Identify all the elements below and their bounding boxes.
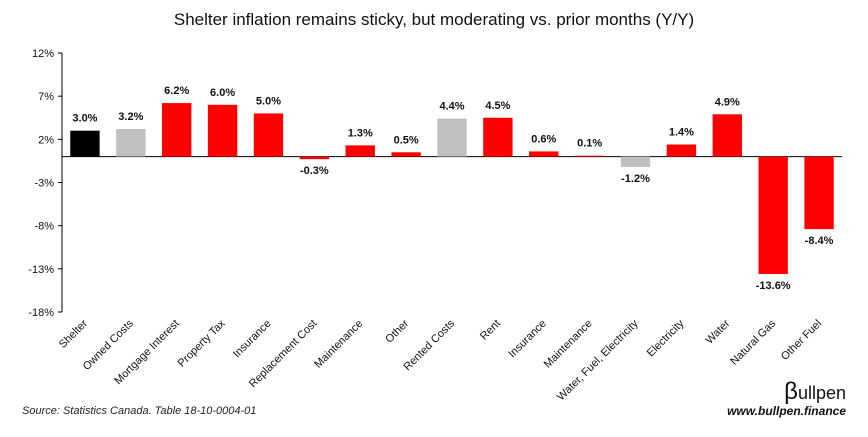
x-tick-label: Water, Fuel, Electricity [555, 317, 641, 403]
data-label: 0.5% [394, 134, 419, 146]
bar [70, 130, 100, 157]
y-axis: 12% 7% 2% -3% -8% -13% -18% [28, 48, 842, 319]
bar [758, 156, 788, 275]
bar [483, 117, 513, 157]
data-label: 0.6% [531, 133, 556, 145]
data-label: -13.6% [756, 280, 791, 292]
bar [253, 113, 284, 157]
website-link[interactable]: www.bullpen.finance [727, 404, 846, 418]
bar [712, 114, 742, 157]
x-tick-label: Property Tax [176, 317, 228, 369]
x-tick-label: Natural Gas [728, 317, 778, 367]
bar [116, 128, 146, 157]
x-tick-label: Insurance [506, 318, 549, 361]
bar [574, 155, 605, 157]
data-label: 1.3% [348, 127, 373, 139]
data-label: 3.2% [118, 111, 143, 123]
data-label: 0.1% [577, 138, 602, 150]
bar [529, 151, 559, 157]
chart-title: Shelter inflation remains sticky, but mo… [173, 10, 695, 29]
data-label: -1.2% [621, 173, 650, 185]
x-tick-label: Rent [478, 318, 503, 343]
y-tick-label: -18% [28, 307, 54, 319]
x-tick-label: Insurance [231, 318, 274, 361]
y-tick-label: 7% [38, 91, 54, 103]
data-label: 1.4% [669, 127, 694, 139]
data-label: 4.4% [439, 101, 464, 113]
logo-glyph: β [784, 378, 798, 405]
bar [666, 144, 697, 157]
y-tick-label: -8% [34, 221, 54, 233]
bar [620, 156, 651, 167]
x-tick-label: Electricity [645, 317, 687, 359]
data-labels: 3.0% 3.2% 6.2% 6.0% 5.0% -0.3% 1.3% 0.5% 4.4% 4.5… [72, 85, 833, 292]
logo-text: ullpen [797, 383, 846, 403]
data-label: -0.3% [300, 165, 329, 177]
x-tick-label: Other Fuel [779, 318, 824, 363]
bars [70, 103, 834, 275]
x-tick-label: Other [383, 317, 411, 345]
source-note: Source: Statistics Canada. Table 18-10-0… [22, 405, 257, 417]
data-label: -8.4% [805, 235, 834, 247]
data-label: 4.5% [485, 100, 510, 112]
data-label: 4.9% [715, 96, 740, 108]
bar [437, 118, 467, 157]
data-label: 5.0% [256, 95, 281, 107]
x-tick-label: Shelter [57, 317, 90, 350]
bar [345, 145, 375, 157]
data-label: 6.2% [164, 85, 189, 97]
x-tick-label: Water [703, 317, 732, 346]
bar [207, 104, 238, 157]
bar [299, 156, 330, 160]
bar [804, 156, 834, 230]
y-tick-label: 12% [32, 48, 54, 60]
y-tick-label: -13% [28, 264, 54, 276]
y-tick-label: 2% [38, 134, 54, 146]
y-tick-label: -3% [34, 178, 54, 190]
data-label: 3.0% [72, 113, 97, 125]
bullpen-logo: βullpen [784, 378, 846, 406]
x-tick-label: Maintenance [312, 318, 365, 371]
bar [162, 103, 192, 157]
bar [391, 152, 421, 157]
data-label: 6.0% [210, 87, 235, 99]
